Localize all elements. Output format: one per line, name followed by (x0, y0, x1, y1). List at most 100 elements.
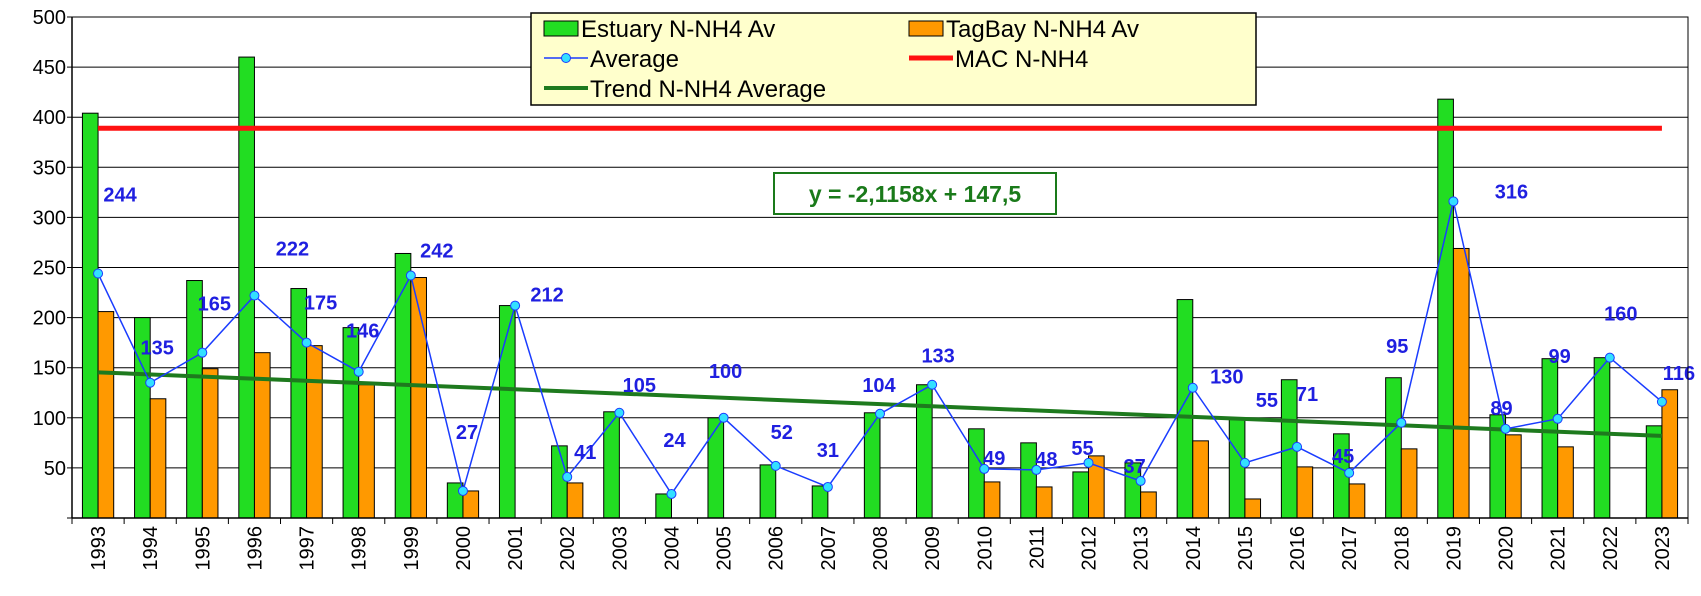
data-label: 242 (420, 241, 453, 263)
y-tick-label: 150 (33, 358, 66, 380)
average-marker (614, 407, 625, 418)
data-label: 104 (862, 375, 896, 397)
average-marker (1604, 352, 1615, 363)
bar-estuary (1385, 377, 1402, 519)
data-label: 55 (1071, 438, 1093, 460)
average-marker (301, 337, 312, 348)
bar-estuary (1176, 299, 1194, 519)
bar-estuary (707, 417, 725, 519)
x-tick-label: 2003 (609, 526, 631, 571)
data-label: 52 (771, 422, 793, 444)
average-marker (562, 471, 573, 482)
data-label: 71 (1296, 384, 1318, 406)
legend-label: MAC N-NH4 (955, 46, 1088, 73)
average-marker (1500, 423, 1511, 434)
y-tick-label: 400 (33, 107, 66, 129)
bar-estuary (342, 327, 360, 519)
average-marker (1031, 464, 1042, 475)
data-label: 41 (574, 442, 596, 464)
bar-tagbay (97, 311, 115, 519)
bar-estuary (968, 428, 985, 519)
bar-tagbay (1140, 491, 1157, 519)
average-marker (510, 300, 521, 311)
average-marker (1552, 413, 1563, 424)
y-tick-label: 350 (33, 157, 66, 179)
bar-estuary (186, 280, 203, 519)
x-tick-label: 2017 (1339, 526, 1361, 571)
x-tick-label: 2023 (1652, 526, 1674, 571)
bar-estuary (498, 305, 516, 519)
data-label: 31 (817, 440, 839, 462)
average-marker (145, 377, 156, 388)
y-tick-label: 100 (33, 408, 66, 430)
x-tick-label: 2013 (1131, 526, 1153, 571)
bar-estuary (863, 412, 881, 519)
data-label: 99 (1549, 346, 1571, 368)
average-marker (1656, 396, 1667, 407)
x-tick-label: 2019 (1443, 526, 1465, 571)
x-tick-label: 2001 (505, 526, 527, 571)
x-tick-label: 2018 (1391, 526, 1413, 571)
average-marker (1135, 475, 1146, 486)
bar-tagbay (1348, 483, 1366, 519)
bar-estuary (1072, 471, 1090, 519)
average-marker (1292, 441, 1303, 452)
y-tick-label: 500 (33, 7, 66, 29)
data-label: 116 (1663, 363, 1695, 385)
bar-tagbay (410, 277, 427, 519)
legend-swatch (543, 20, 579, 37)
data-label: 135 (141, 338, 174, 360)
bar-estuary (1541, 358, 1559, 519)
bar-tagbay (1505, 434, 1522, 519)
bar-tagbay (306, 345, 323, 519)
legend-box (530, 12, 1257, 106)
average-marker (405, 270, 416, 281)
x-tick-label: 2021 (1548, 526, 1570, 571)
y-tick-label: 50 (44, 458, 66, 480)
data-label: 55 (1256, 390, 1278, 412)
x-tick-label: 2014 (1183, 526, 1205, 571)
bar-estuary (1020, 442, 1037, 519)
data-label: 49 (983, 448, 1005, 470)
data-label: 175 (304, 293, 337, 315)
data-label: 37 (1124, 456, 1146, 478)
x-tick-label: 2002 (557, 526, 579, 571)
bar-estuary (551, 445, 568, 519)
bar-estuary (1593, 357, 1611, 519)
average-marker (249, 290, 260, 301)
x-tick-label: 1997 (297, 526, 319, 571)
average-marker (979, 463, 990, 474)
y-tick-label: 450 (33, 57, 66, 79)
x-tick-label: 2008 (870, 526, 892, 571)
bar-tagbay (1035, 486, 1053, 519)
data-label: 105 (623, 375, 656, 397)
x-tick-label: 2010 (974, 526, 996, 571)
data-label: 316 (1495, 181, 1528, 203)
average-marker (93, 268, 104, 279)
data-label: 130 (1210, 367, 1243, 389)
y-tick-label: 250 (33, 258, 66, 280)
bar-estuary (290, 288, 308, 519)
bar-estuary (81, 112, 99, 519)
average-marker (1396, 417, 1407, 428)
y-tick-label: 300 (33, 207, 66, 229)
average-marker (718, 412, 729, 423)
average-marker (457, 485, 468, 496)
bar-tagbay (1661, 389, 1679, 519)
average-marker (353, 366, 364, 377)
legend-label: Average (590, 46, 679, 73)
bar-estuary (1437, 98, 1454, 519)
average-marker (666, 488, 677, 499)
data-label: 24 (663, 430, 686, 452)
average-marker (1344, 467, 1355, 478)
average-marker (1187, 382, 1198, 393)
x-tick-label: 1994 (140, 526, 162, 571)
data-label: 212 (530, 285, 563, 307)
legend-label: TagBay N-NH4 Av (946, 16, 1139, 43)
average-marker (770, 460, 781, 471)
data-label: 165 (198, 294, 231, 316)
bar-tagbay (1557, 446, 1574, 519)
x-tick-label: 2009 (922, 526, 944, 571)
average-marker (1239, 457, 1250, 468)
